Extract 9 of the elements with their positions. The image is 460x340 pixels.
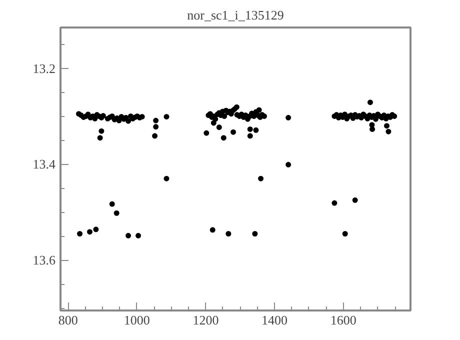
- x-tick-label: 1000: [124, 312, 150, 328]
- y-tick-label: 13.2: [32, 60, 56, 76]
- x-tick-label: 800: [58, 312, 78, 328]
- chart-title: nor_sc1_i_135129: [187, 8, 284, 22]
- x-tick-label: 1200: [192, 312, 219, 328]
- x-tick-label: 1600: [330, 312, 356, 328]
- y-tick-label: 13.4: [32, 156, 56, 172]
- y-tick-label: 13.6: [32, 252, 56, 268]
- x-tick-label: 1400: [262, 312, 288, 328]
